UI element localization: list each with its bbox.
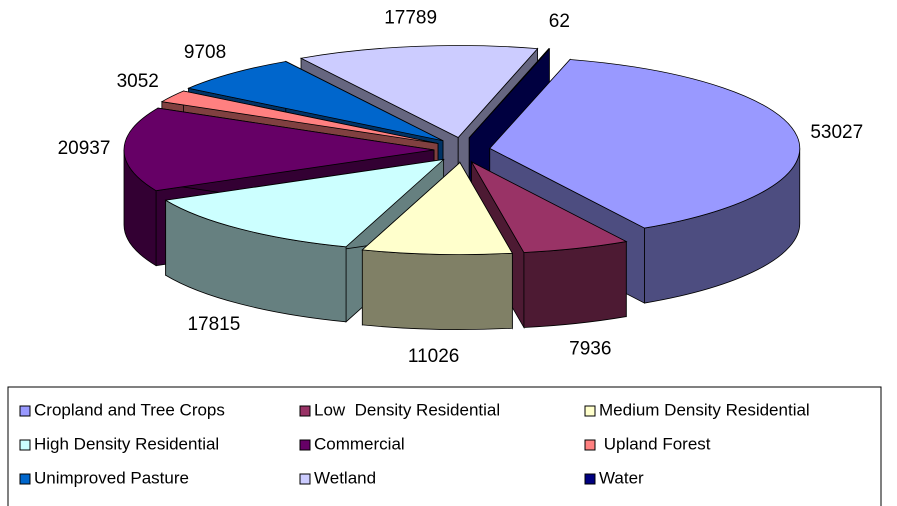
legend-swatch (19, 473, 31, 485)
legend-box (7, 386, 882, 506)
legend-swatch (584, 473, 596, 485)
legend-label: Low Density Residential (314, 400, 500, 419)
legend-swatch (299, 473, 311, 485)
legend-label: Commercial (314, 434, 405, 453)
legend-label: Wetland (314, 468, 376, 487)
data-label: 3052 (117, 71, 159, 92)
legend-swatch (584, 439, 596, 451)
slice (489, 59, 801, 229)
legend-label: Water (599, 468, 644, 487)
slice (123, 107, 435, 192)
legend-label: High Density Residential (34, 434, 219, 453)
slice (468, 48, 551, 139)
data-label: 9708 (184, 42, 226, 63)
slice-rim (523, 241, 627, 328)
legend-swatch (299, 439, 311, 451)
data-label: 7936 (569, 339, 611, 360)
data-label: 17815 (187, 314, 240, 335)
slice (361, 161, 514, 255)
slice (187, 61, 444, 142)
slice-rim (361, 249, 513, 330)
legend-swatch (584, 405, 596, 417)
slice (164, 158, 445, 248)
pie: 53027 7936 11026 17815 20937 3052 9708 17789 62 (58, 8, 864, 368)
legend-label: Cropland and Tree Crops (34, 400, 225, 419)
legend-swatch (19, 405, 31, 417)
data-label: 53027 (810, 122, 863, 143)
slice (160, 90, 439, 144)
legend-label: Medium Density Residential (599, 400, 810, 419)
legend-swatch (19, 439, 31, 451)
data-label: 62 (549, 11, 570, 32)
data-label: 17789 (384, 8, 437, 29)
data-label: 11026 (408, 346, 459, 367)
data-label: 20937 (58, 138, 111, 159)
slice (361, 161, 514, 330)
legend-swatch (299, 405, 311, 417)
slice (299, 45, 539, 139)
slice (470, 160, 628, 253)
legend-label: Upland Forest (599, 434, 711, 453)
legend: Cropland and Tree Crops Low Density Resid… (19, 400, 810, 487)
legend-label: Unimproved Pasture (34, 468, 189, 487)
